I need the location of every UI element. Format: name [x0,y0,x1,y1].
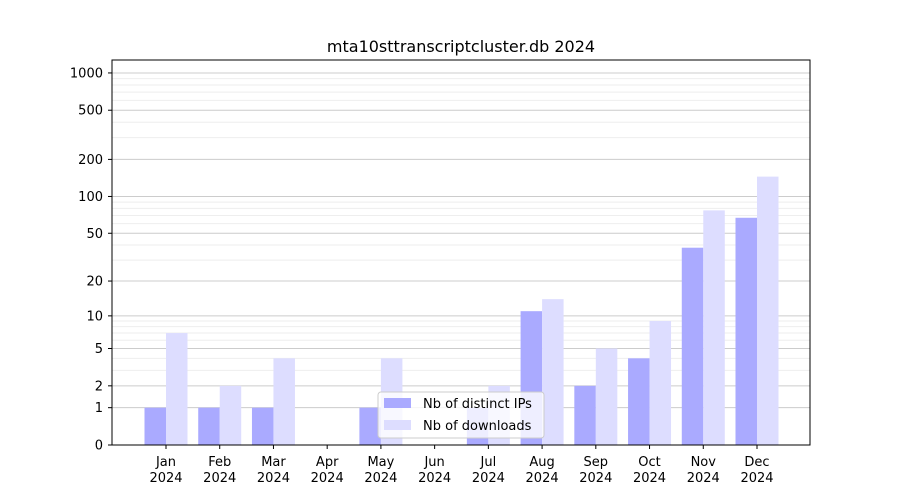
y-tick-label: 5 [95,342,103,357]
bar-downloads [219,385,242,445]
y-tick-label: 20 [86,275,103,290]
x-tick-label-year: 2024 [740,471,773,486]
x-tick-label-month: Nov [691,455,717,470]
x-tick-label-year: 2024 [364,471,397,486]
legend-swatch-downloads [384,420,411,430]
bar-distinct-ips [144,407,166,445]
legend: Nb of distinct IPs Nb of downloads [377,391,545,439]
x-tick-label-month: Jul [480,455,497,470]
x-tick-label-month: Mar [261,455,286,470]
x-tick-label-month: Sep [584,455,609,470]
bar-distinct-ips [735,217,757,445]
legend-label-ips: Nb of distinct IPs [423,397,532,412]
x-tick-label-year: 2024 [257,471,290,486]
chart-title: mta10sttranscriptcluster.db 2024 [327,37,595,56]
bar-distinct-ips [681,247,704,445]
bar-distinct-ips [574,385,596,445]
bar-distinct-ips [251,407,274,445]
x-tick-label-year: 2024 [526,471,559,486]
bar-downloads [166,333,188,445]
bar-downloads [703,210,725,445]
bar-downloads [542,299,564,445]
x-tick-label-year: 2024 [203,471,236,486]
x-tick-label-year: 2024 [687,471,720,486]
y-tick-label: 50 [86,227,103,242]
x-tick-label-year: 2024 [418,471,451,486]
y-tick-label: 1 [95,401,103,416]
plot-frame [111,59,811,446]
x-tick-label-year: 2024 [633,471,666,486]
bar-distinct-ips [198,407,220,445]
x-tick-label-month: Jan [155,455,176,470]
x-tick-label-month: Feb [208,455,231,470]
x-tick-label-month: May [367,455,394,470]
bar-downloads [757,176,779,445]
bar-distinct-ips [359,407,381,445]
bar-downloads [595,348,618,445]
x-tick-label-month: Oct [638,455,660,470]
bar-downloads [273,358,295,445]
y-tick-label: 10 [86,309,103,324]
x-tick-label-year: 2024 [472,471,505,486]
y-tick-label: 1000 [70,66,103,81]
bar-downloads [649,321,672,445]
legend-swatch-ips [384,398,411,408]
x-tick-label-month: Dec [744,455,769,470]
y-tick-label: 500 [78,104,103,119]
legend-label-downloads: Nb of downloads [423,419,532,434]
x-tick-label-year: 2024 [311,471,344,486]
x-tick-label-month: Aug [529,455,554,470]
y-tick-label: 200 [78,153,103,168]
x-tick-label-month: Apr [316,455,339,470]
y-tick-label: 0 [95,439,103,454]
bar-distinct-ips [628,358,650,445]
y-tick-label: 2 [95,379,103,394]
x-tick-label-year: 2024 [149,471,182,486]
y-tick-label: 100 [78,190,103,205]
x-tick-label-year: 2024 [579,471,612,486]
x-tick-label-month: Jun [423,455,444,470]
